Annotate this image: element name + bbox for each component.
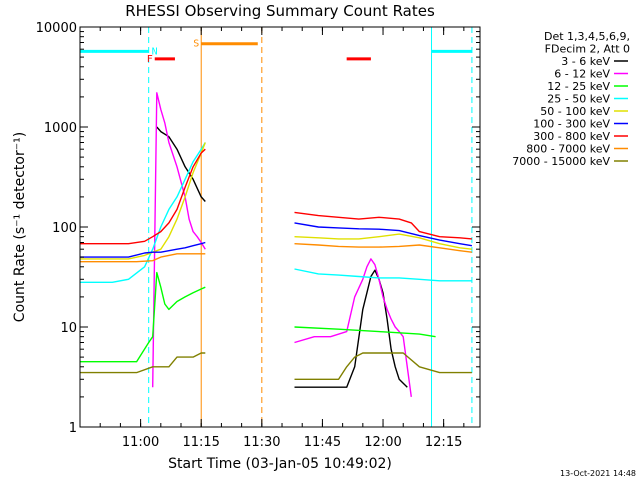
series-line-1 (152, 92, 412, 397)
x-tick-label-1: 11:15 (182, 435, 219, 450)
legend-entry-8: 7000 - 15000 keV (512, 155, 610, 168)
x-tick-label-3: 11:45 (304, 435, 341, 450)
legend-entry-7: 800 - 7000 keV (526, 143, 610, 156)
y-tick-label-3: 1000 (44, 121, 77, 136)
series-line-4 (80, 142, 472, 260)
legend-entry-0: 3 - 6 keV (561, 55, 610, 68)
series-line-8 (80, 352, 472, 380)
series-line-0 (156, 126, 408, 388)
state-label-3: S (193, 39, 199, 50)
x-tick-label-2: 11:30 (243, 435, 280, 450)
y-tick-label-2: 100 (52, 221, 77, 236)
x-tick-label-4: 12:00 (364, 435, 401, 450)
state-label-1: N (152, 46, 158, 57)
series-line-7 (80, 243, 472, 263)
legend-header-0: Det 1,3,4,5,6,9, (544, 30, 630, 43)
series-line-2 (80, 271, 436, 363)
chart-title: RHESSI Observing Summary Count Rates (125, 2, 435, 20)
series-line-5 (80, 222, 473, 258)
y-tick-label-1: 10 (60, 321, 77, 336)
x-axis-label: Start Time (03-Jan-05 10:49:02) (168, 456, 392, 472)
x-tick-label-0: 11:00 (122, 435, 159, 450)
legend-entry-3: 25 - 50 keV (547, 93, 610, 106)
state-label-2: F (147, 54, 153, 65)
legend-entry-5: 100 - 300 keV (533, 118, 610, 131)
y-tick-label-0: 1 (69, 421, 77, 436)
series-line-3 (80, 142, 472, 283)
legend-entry-2: 12 - 25 keV (547, 80, 610, 93)
footer-date: 13-Oct-2021 14:48 (560, 469, 636, 478)
y-axis-label: Count Rate (s⁻¹ detector⁻¹) (12, 132, 28, 322)
y-tick-label-4: 10000 (36, 21, 77, 36)
legend-entry-6: 300 - 800 keV (533, 130, 610, 143)
series-line-6 (80, 148, 472, 245)
legend-entry-4: 50 - 100 keV (540, 105, 610, 118)
legend-header-1: FDecim 2, Att 0 (545, 43, 630, 56)
legend-entry-1: 6 - 12 keV (554, 68, 610, 81)
x-tick-label-5: 12:15 (425, 435, 462, 450)
